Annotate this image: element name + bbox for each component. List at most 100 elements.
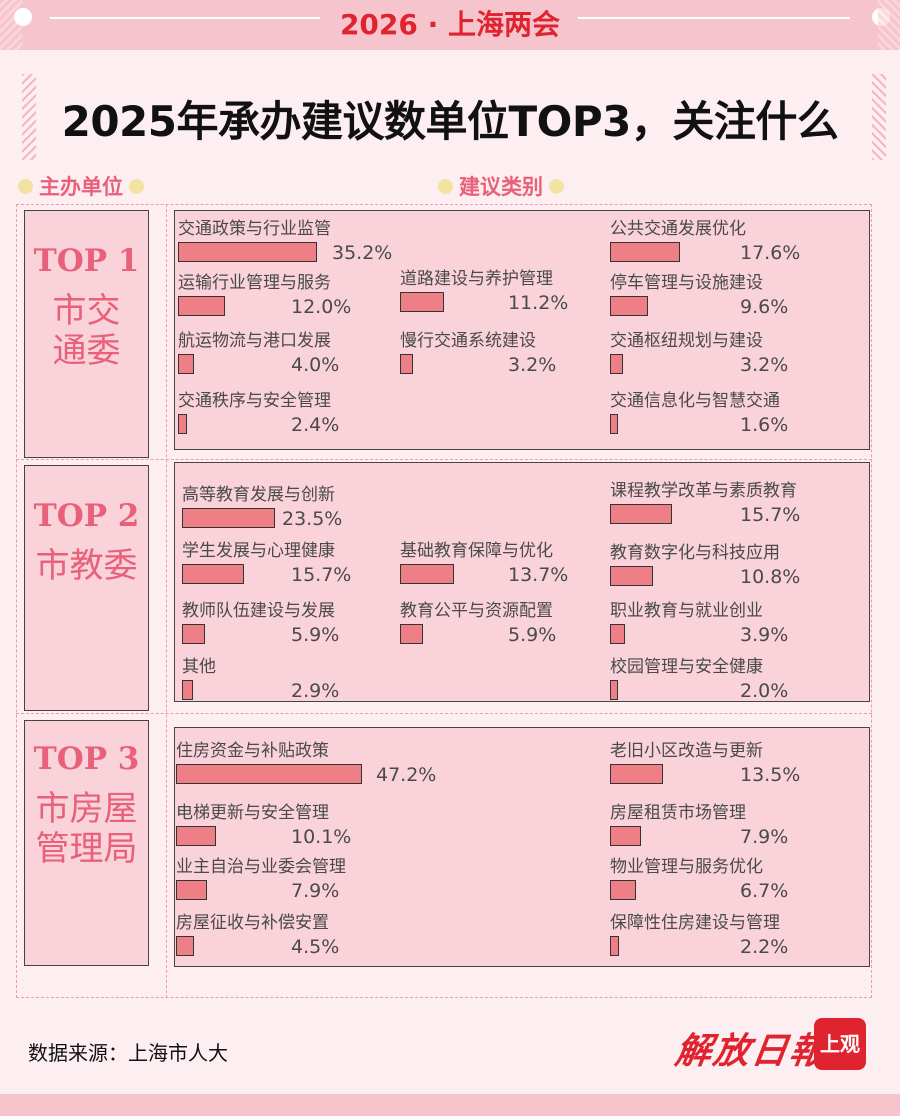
bullet-icon (129, 178, 144, 194)
banner-line-right (578, 17, 850, 19)
app-badge: 上观 (814, 1018, 866, 1070)
unit-rank: TOP 2 (33, 498, 140, 534)
bar-value-label: 23.5% (282, 508, 343, 530)
bar (176, 880, 208, 900)
bar (610, 936, 619, 956)
bar-value-label: 2.9% (291, 680, 340, 702)
category-label: 交通枢纽规划与建设 (610, 331, 763, 351)
unit-column-label: 主办单位 (39, 175, 123, 199)
unit-name: 市房屋 (35, 789, 138, 829)
category-label: 教育公平与资源配置 (400, 601, 553, 621)
bar (182, 680, 194, 700)
bar (610, 296, 648, 316)
bar-value-label: 15.7% (740, 504, 801, 526)
bar-value-label: 35.2% (332, 242, 393, 264)
category-panel (174, 462, 870, 702)
category-label: 电梯更新与安全管理 (176, 803, 329, 823)
bar (610, 566, 653, 586)
category-label: 道路建设与养护管理 (400, 269, 553, 289)
bar-value-label: 10.8% (740, 566, 801, 588)
bar (400, 354, 413, 374)
bar (178, 296, 226, 316)
unit-column-header: 主办单位 (12, 171, 150, 201)
category-label: 高等教育发展与创新 (182, 485, 335, 505)
bullet-icon (18, 178, 33, 194)
bar-value-label: 3.2% (740, 354, 789, 376)
banner-stripe-right (878, 0, 900, 50)
bar-value-label: 6.7% (740, 880, 789, 902)
unit-name: 通委 (52, 331, 121, 371)
unit-name: 市教委 (35, 546, 138, 586)
title-hatch-left (22, 74, 36, 160)
category-label: 老旧小区改造与更新 (610, 741, 763, 761)
unit-box: TOP 1 市交 通委 (24, 210, 149, 458)
banner-line-left (50, 17, 320, 19)
bar (176, 936, 194, 956)
banner-title: 2026 · 上海两会 (339, 8, 561, 41)
bar-value-label: 12.0% (291, 296, 352, 318)
category-label: 教师队伍建设与发展 (182, 601, 335, 621)
bottom-bar (0, 1094, 900, 1116)
bar (610, 680, 618, 700)
bar (610, 414, 618, 434)
bar (610, 764, 664, 784)
bar-value-label: 3.9% (740, 624, 789, 646)
category-column-label: 建议类别 (459, 175, 543, 199)
bar (182, 508, 275, 528)
category-label: 保障性住房建设与管理 (610, 913, 780, 933)
bar-value-label: 7.9% (740, 826, 789, 848)
bar (610, 242, 680, 262)
bar-value-label: 5.9% (508, 624, 557, 646)
bar (178, 242, 318, 262)
unit-rank: TOP 3 (33, 741, 140, 777)
category-label: 交通秩序与安全管理 (178, 391, 331, 411)
category-label: 航运物流与港口发展 (178, 331, 331, 351)
category-label: 住房资金与补贴政策 (176, 741, 329, 761)
column-divider (166, 204, 168, 998)
category-column-header: 建议类别 (432, 171, 570, 201)
bar-value-label: 4.5% (291, 936, 340, 958)
bar-value-label: 4.0% (291, 354, 340, 376)
category-label: 交通政策与行业监管 (178, 219, 331, 239)
unit-rank: TOP 1 (33, 243, 140, 279)
bar-value-label: 1.6% (740, 414, 789, 436)
bar (182, 564, 244, 584)
bar-value-label: 13.7% (508, 564, 569, 586)
category-label: 其他 (182, 657, 216, 677)
bar-value-label: 3.2% (508, 354, 557, 376)
category-label: 基础教育保障与优化 (400, 541, 553, 561)
category-label: 校园管理与安全健康 (610, 657, 763, 677)
bar (182, 624, 206, 644)
bar (176, 826, 216, 846)
bar (400, 564, 455, 584)
data-source: 数据来源：上海市人大 (28, 1041, 228, 1065)
bar-value-label: 13.5% (740, 764, 801, 786)
bar (610, 624, 626, 644)
category-label: 教育数字化与科技应用 (610, 543, 780, 563)
bar (176, 764, 363, 784)
row-divider (16, 459, 872, 460)
bar-value-label: 15.7% (291, 564, 352, 586)
bar (610, 354, 623, 374)
category-label: 物业管理与服务优化 (610, 857, 763, 877)
bar-value-label: 9.6% (740, 296, 789, 318)
bar-value-label: 2.0% (740, 680, 789, 702)
category-label: 交通信息化与智慧交通 (610, 391, 780, 411)
bar (610, 504, 672, 524)
category-label: 运输行业管理与服务 (178, 273, 331, 293)
bullet-icon (438, 178, 453, 194)
bar-value-label: 7.9% (291, 880, 340, 902)
category-label: 停车管理与设施建设 (610, 273, 763, 293)
row-divider (16, 713, 872, 714)
table-outline (16, 204, 872, 998)
category-label: 房屋租赁市场管理 (610, 803, 746, 823)
bar (610, 880, 637, 900)
bar (178, 354, 194, 374)
bar-value-label: 10.1% (291, 826, 352, 848)
banner-dot-left (14, 8, 32, 26)
title-hatch-right (872, 74, 886, 160)
bar (400, 624, 424, 644)
bar (610, 826, 642, 846)
bar-value-label: 47.2% (376, 764, 437, 786)
top-banner: 2026 · 上海两会 (0, 0, 900, 50)
